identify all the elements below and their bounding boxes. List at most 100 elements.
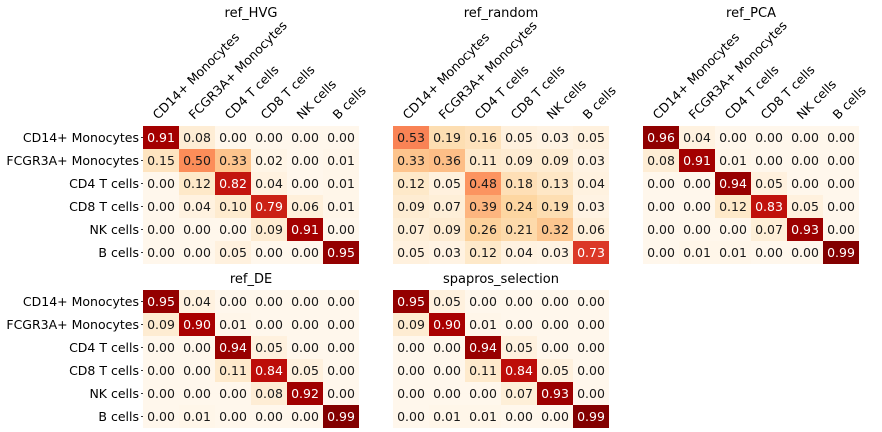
heatmap-cell bbox=[323, 126, 359, 149]
heatmap-cell bbox=[323, 195, 359, 218]
cell-value-label: 0.83 bbox=[755, 199, 783, 214]
heatmap-cell bbox=[287, 172, 323, 195]
cell-value-label: 0.09 bbox=[541, 153, 569, 168]
cell-value-label: 0.00 bbox=[291, 317, 319, 332]
cell-value-label: 0.05 bbox=[397, 245, 425, 260]
heatmap-cell bbox=[287, 382, 323, 405]
cell-value-label: 0.00 bbox=[505, 317, 533, 332]
cell-value-label: 0.00 bbox=[647, 222, 675, 237]
heatmap-cell bbox=[501, 290, 537, 313]
row-label: NK cells bbox=[89, 386, 139, 401]
heatmap-cell bbox=[179, 218, 215, 241]
heatmap-cell bbox=[465, 336, 501, 359]
cell-value-label: 0.91 bbox=[291, 222, 319, 237]
cell-value-label: 0.96 bbox=[647, 130, 675, 145]
heatmap-cell bbox=[179, 149, 215, 172]
cell-value-label: 0.00 bbox=[683, 222, 711, 237]
heatmap-cell bbox=[323, 405, 359, 428]
heatmap-cell bbox=[251, 405, 287, 428]
heatmap-cell bbox=[251, 195, 287, 218]
heatmap-panel-spapros-selection: spapros_selection 0.95 0.05 0.00 0.00 0.00 0.0… bbox=[393, 272, 609, 428]
heatmap-cell bbox=[751, 149, 787, 172]
cell-value-label: 0.84 bbox=[505, 363, 533, 378]
cell-value-label: 0.94 bbox=[219, 340, 247, 355]
cell-value-label: 0.00 bbox=[755, 130, 783, 145]
cell-value-label: 0.05 bbox=[541, 363, 569, 378]
cell-value-label: 0.01 bbox=[433, 409, 461, 424]
heatmap-cell bbox=[787, 126, 823, 149]
panel-title: ref_DE bbox=[230, 272, 272, 287]
heatmap-cell bbox=[501, 241, 537, 264]
heatmap-cell bbox=[429, 359, 465, 382]
cell-value-label: 0.00 bbox=[791, 153, 819, 168]
heatmap-cell bbox=[501, 126, 537, 149]
heatmap-cell bbox=[715, 172, 751, 195]
cell-value-label: 0.99 bbox=[827, 245, 855, 260]
heatmap-panel-ref-PCA: ref_PCA 0.96 0.04 0.00 0.00 0.00 0.00 0.08 0.91 0… bbox=[643, 6, 869, 264]
cell-value-label: 0.95 bbox=[397, 294, 425, 309]
heatmap-cell bbox=[393, 241, 429, 264]
heatmap-panel-ref-DE: ref_DE 0.95 0.04 0.00 0.00 0.00 0.00 0.09 0.90 0.… bbox=[6, 272, 359, 428]
cell-value-label: 0.00 bbox=[791, 176, 819, 191]
heatmap-cell bbox=[215, 218, 251, 241]
heatmap-cell bbox=[751, 241, 787, 264]
cell-value-label: 0.00 bbox=[827, 222, 855, 237]
heatmap-cell bbox=[215, 405, 251, 428]
cell-value-label: 0.00 bbox=[147, 199, 175, 214]
cell-value-label: 0.03 bbox=[541, 130, 569, 145]
heatmap-cell bbox=[537, 382, 573, 405]
cell-value-label: 0.00 bbox=[183, 363, 211, 378]
cell-value-label: 0.32 bbox=[541, 222, 569, 237]
cell-value-label: 0.04 bbox=[183, 199, 211, 214]
row-label: CD4 T cells bbox=[69, 340, 139, 355]
heatmap-cell bbox=[643, 149, 679, 172]
cell-value-label: 0.00 bbox=[541, 317, 569, 332]
heatmap-cell bbox=[643, 218, 679, 241]
heatmap-cell bbox=[323, 382, 359, 405]
cell-value-label: 0.00 bbox=[505, 294, 533, 309]
cell-value-label: 0.00 bbox=[791, 130, 819, 145]
cell-value-label: 0.21 bbox=[505, 222, 533, 237]
heatmap-cell bbox=[537, 313, 573, 336]
heatmap-cell bbox=[393, 313, 429, 336]
cell-value-label: 0.00 bbox=[183, 222, 211, 237]
cell-value-label: 0.00 bbox=[219, 130, 247, 145]
cell-value-label: 0.36 bbox=[433, 153, 461, 168]
cell-value-label: 0.07 bbox=[755, 222, 783, 237]
cell-value-label: 0.33 bbox=[219, 153, 247, 168]
cell-value-label: 0.48 bbox=[469, 176, 497, 191]
cell-value-label: 0.00 bbox=[397, 386, 425, 401]
row-label: B cells bbox=[98, 245, 139, 260]
cell-value-label: 0.00 bbox=[755, 153, 783, 168]
heatmap-cell bbox=[143, 241, 179, 264]
heatmap-cell bbox=[179, 313, 215, 336]
cell-value-label: 0.00 bbox=[147, 363, 175, 378]
cell-value-label: 0.73 bbox=[577, 245, 605, 260]
heatmap-cell bbox=[465, 359, 501, 382]
heatmap-cell bbox=[573, 149, 609, 172]
heatmap-cell bbox=[143, 126, 179, 149]
cell-value-label: 0.91 bbox=[683, 153, 711, 168]
cell-value-label: 0.01 bbox=[719, 245, 747, 260]
heatmap-cell bbox=[215, 290, 251, 313]
cell-value-label: 0.01 bbox=[219, 317, 247, 332]
heatmap-cell bbox=[215, 359, 251, 382]
heatmap-cell bbox=[501, 149, 537, 172]
heatmap-cell bbox=[465, 405, 501, 428]
heatmap-cell bbox=[573, 382, 609, 405]
heatmap-cell bbox=[143, 382, 179, 405]
cell-value-label: 0.99 bbox=[327, 409, 355, 424]
heatmap-cell bbox=[215, 382, 251, 405]
heatmap-cell bbox=[215, 149, 251, 172]
cell-value-label: 0.00 bbox=[469, 386, 497, 401]
cell-value-label: 0.08 bbox=[255, 386, 283, 401]
cell-value-label: 0.00 bbox=[647, 176, 675, 191]
cell-value-label: 0.79 bbox=[255, 199, 283, 214]
cell-value-label: 0.00 bbox=[147, 340, 175, 355]
heatmap-cell bbox=[751, 172, 787, 195]
cell-value-label: 0.95 bbox=[327, 245, 355, 260]
heatmap-cell bbox=[251, 126, 287, 149]
heatmap-cell bbox=[393, 336, 429, 359]
heatmap-cell bbox=[823, 218, 859, 241]
